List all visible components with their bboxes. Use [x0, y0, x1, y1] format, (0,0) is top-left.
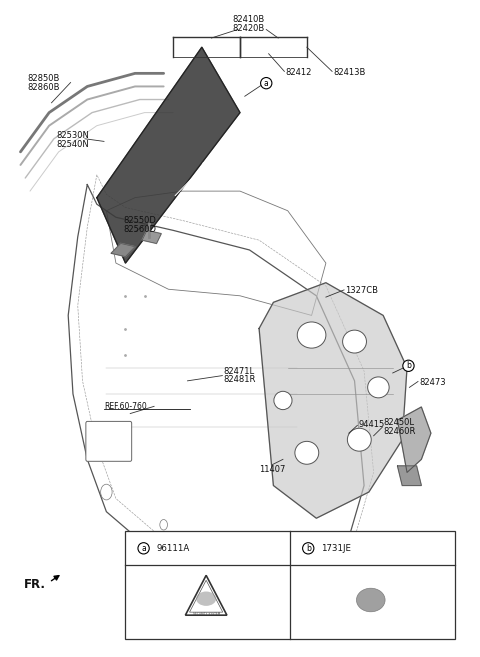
Text: SECURITY SYSTEM: SECURITY SYSTEM [192, 612, 220, 616]
Text: 82460R: 82460R [383, 426, 416, 436]
Text: 82540N: 82540N [56, 139, 89, 148]
Ellipse shape [343, 330, 366, 353]
Text: 82481R: 82481R [223, 375, 256, 384]
Text: 82550D: 82550D [123, 216, 156, 225]
Ellipse shape [357, 588, 385, 612]
Polygon shape [97, 47, 240, 263]
Text: 94415: 94415 [359, 420, 384, 428]
Text: 82471L: 82471L [223, 367, 254, 376]
Polygon shape [142, 231, 161, 244]
Text: 82410B: 82410B [233, 15, 265, 24]
Ellipse shape [348, 428, 371, 451]
Text: a: a [141, 544, 146, 553]
Text: 82850B: 82850B [28, 74, 60, 83]
Ellipse shape [295, 442, 319, 464]
Text: 82412: 82412 [285, 68, 312, 77]
Text: 82450L: 82450L [383, 419, 414, 427]
Text: 82413B: 82413B [333, 68, 365, 77]
Text: b: b [406, 361, 411, 371]
Text: 11407: 11407 [259, 464, 286, 474]
Text: FR.: FR. [24, 578, 46, 591]
Text: 82473: 82473 [419, 378, 445, 387]
Ellipse shape [297, 322, 326, 348]
Text: 96111A: 96111A [156, 544, 190, 553]
Ellipse shape [368, 377, 389, 398]
Text: a: a [264, 79, 269, 87]
Polygon shape [397, 466, 421, 486]
Text: b: b [306, 544, 311, 553]
Text: 1327CB: 1327CB [345, 286, 378, 295]
Polygon shape [397, 407, 431, 472]
Text: 82420B: 82420B [233, 24, 265, 34]
Polygon shape [259, 283, 407, 518]
Text: 1731JE: 1731JE [321, 544, 351, 553]
Text: 82860B: 82860B [28, 83, 60, 91]
FancyBboxPatch shape [86, 421, 132, 461]
Text: 82530N: 82530N [56, 131, 89, 140]
Text: 82560D: 82560D [123, 225, 156, 233]
Bar [125, 532, 455, 639]
Text: REF.60-760: REF.60-760 [104, 402, 147, 411]
Ellipse shape [196, 591, 216, 606]
Ellipse shape [274, 392, 292, 409]
Polygon shape [111, 244, 135, 256]
